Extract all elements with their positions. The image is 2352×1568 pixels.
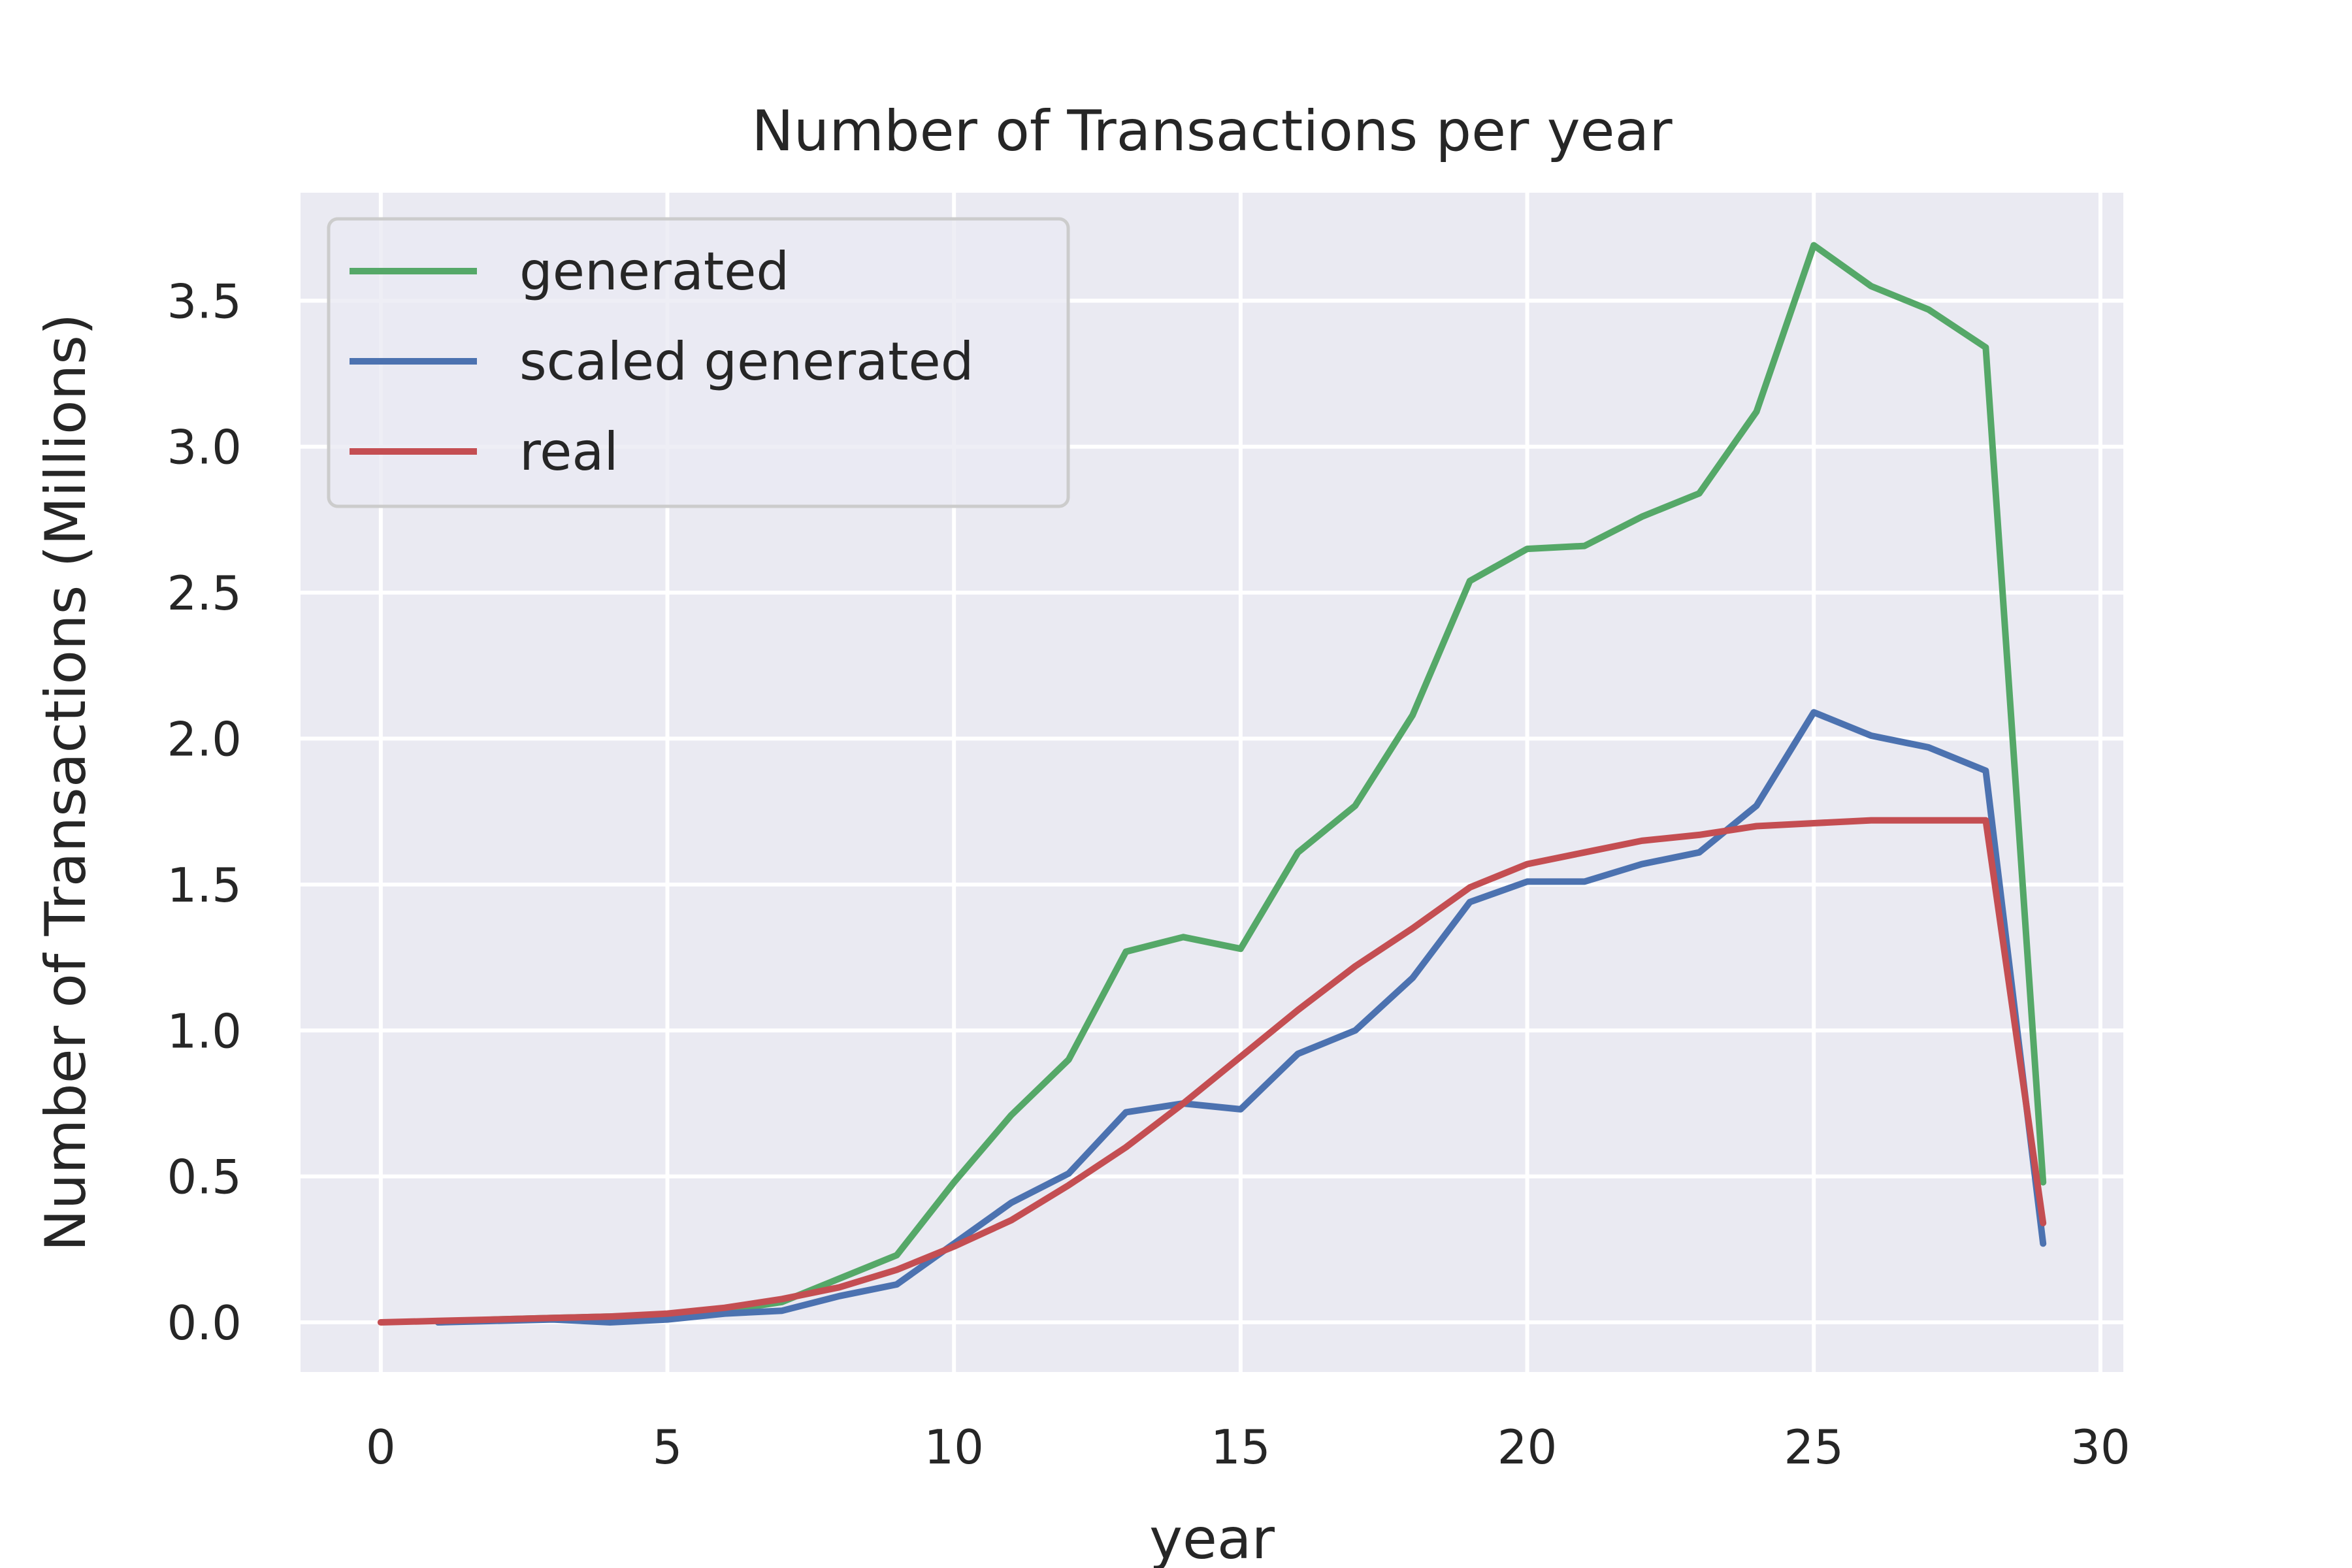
series-line-real (377, 817, 2047, 1326)
x-tick-label: 0 (366, 1420, 396, 1475)
y-tick-label: 1.5 (167, 858, 242, 913)
series-lines (377, 242, 2047, 1326)
chart-title: Number of Transactions per year (751, 99, 1673, 164)
x-tick-label: 30 (2070, 1420, 2131, 1475)
y-tick-label: 1.0 (167, 1004, 242, 1058)
legend-frame (327, 217, 1070, 508)
x-tick-label: 5 (653, 1420, 683, 1475)
y-axis-label: Number of Transactions (Millions) (33, 314, 99, 1252)
x-tick-label: 20 (1497, 1420, 1558, 1475)
x-tick-labels: 0 5 10 15 20 25 30 (366, 1420, 2131, 1475)
x-tick-label: 25 (1784, 1420, 1844, 1475)
x-tick-label: 10 (924, 1420, 984, 1475)
series-line-scaled-generated (434, 709, 2047, 1326)
y-tick-label: 2.0 (167, 711, 242, 766)
x-tick-label: 15 (1211, 1420, 1271, 1475)
y-tick-label: 0.5 (167, 1150, 242, 1205)
y-tick-label: 3.0 (167, 420, 242, 475)
x-axis-label: year (1149, 1507, 1275, 1568)
y-tick-label: 2.5 (167, 566, 242, 621)
legend-label: scaled generated (519, 331, 974, 392)
legend: generated scaled generated real (327, 217, 1070, 508)
legend-label: generated (519, 241, 789, 302)
y-tick-label: 0.0 (167, 1296, 242, 1350)
y-tick-label: 3.5 (167, 274, 242, 329)
y-tick-labels: 0.0 0.5 1.0 1.5 2.0 2.5 3.0 3.5 (167, 274, 242, 1350)
legend-label: real (519, 421, 619, 482)
